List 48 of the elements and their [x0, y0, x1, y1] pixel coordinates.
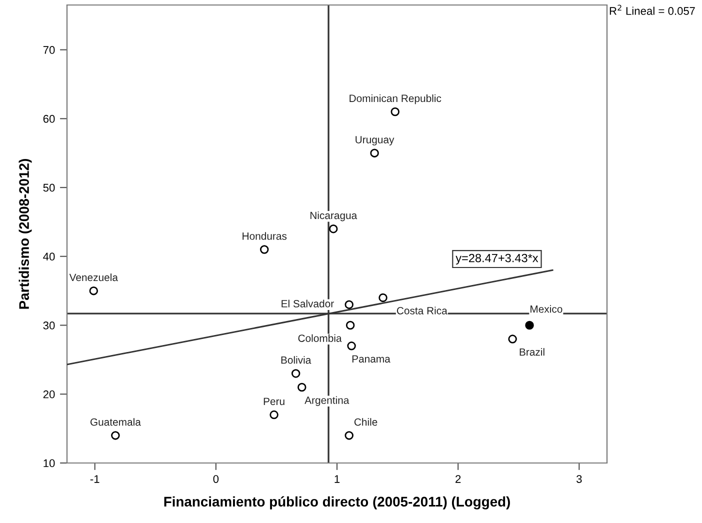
point [344, 431, 354, 440]
point [390, 107, 400, 116]
data-label: Panama [352, 355, 390, 363]
text: R$^{2}$ Lineal = 0.057 [610, 4, 695, 15]
data-label: Honduras [242, 232, 287, 240]
data-label: Venezuela [69, 273, 118, 282]
x-tick-label: 1 [334, 475, 340, 483]
y-axis-title: Partidismo (2008-2012) [18, 159, 32, 309]
data-label: Colombia [298, 334, 342, 342]
x-tick-label: 2 [456, 475, 461, 483]
point [111, 431, 120, 440]
point [370, 148, 379, 158]
y-tick-label: 10 [44, 459, 55, 468]
y-tick-label: 50 [43, 184, 55, 192]
data-label: Mexico [530, 305, 562, 313]
point [270, 410, 278, 420]
data-label: Chile [354, 418, 378, 426]
x-axis-title: Financiamiento público directo (2005-2011) (Logged) [164, 496, 510, 510]
y-tick-label: 40 [43, 252, 55, 261]
point [344, 300, 354, 309]
y-tick-label: 60 [43, 114, 55, 123]
point [298, 382, 306, 392]
point [329, 224, 338, 234]
y-tick-label: 30 [43, 322, 55, 330]
data-label: Uruguay [356, 136, 394, 146]
data-label: Nicaragua [310, 211, 358, 222]
point [346, 320, 355, 330]
x-tick-label: 3 [576, 475, 582, 483]
point [378, 293, 388, 302]
data-label: Peru [264, 398, 284, 406]
data-label: Dominican Republic [350, 94, 442, 104]
data-label: Brazil [520, 348, 544, 356]
point [347, 342, 356, 350]
point [89, 286, 98, 296]
y-tick-label: 20 [43, 390, 55, 398]
x-tick-label: 0 [213, 475, 219, 483]
annotation: y=28.47+3.43*x [456, 254, 538, 265]
point [508, 334, 517, 344]
data-label: Guatemala [90, 418, 141, 426]
y-tick-label: 70 [43, 46, 55, 54]
x-tick-label: -1 [90, 475, 100, 483]
point [291, 369, 300, 378]
data-label: Argentina [304, 396, 350, 406]
point [525, 320, 534, 330]
data-label: Costa Rica [396, 306, 448, 314]
data-label: El Salvador [282, 300, 334, 308]
point [260, 245, 269, 254]
data-label: Bolivia [281, 356, 312, 364]
